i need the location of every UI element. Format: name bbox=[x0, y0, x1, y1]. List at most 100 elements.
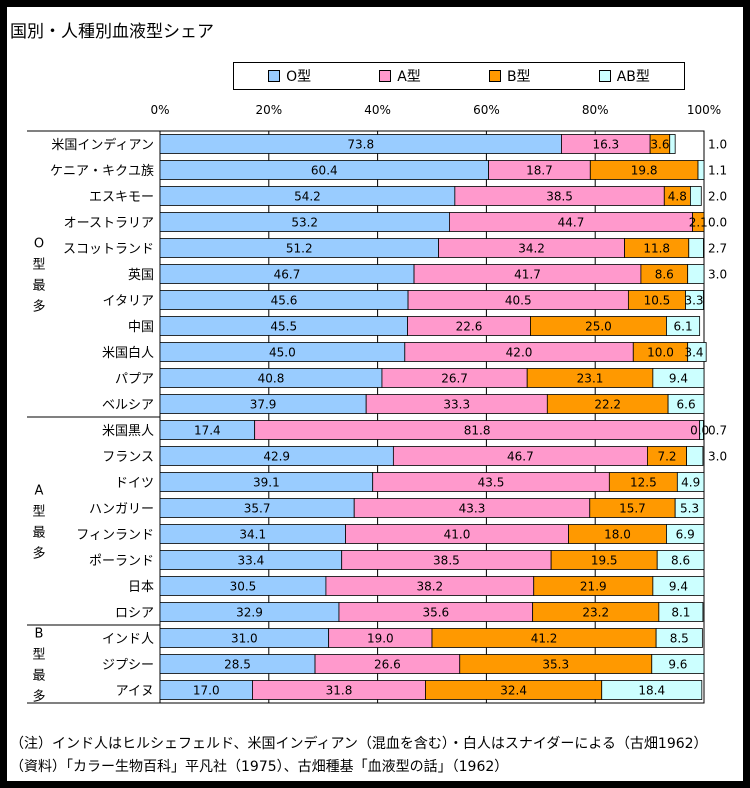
legend-swatch-b bbox=[488, 70, 501, 82]
data-label: 34.1 bbox=[239, 528, 266, 542]
legend-swatch-o bbox=[268, 70, 281, 82]
data-label: 3.0 bbox=[708, 268, 727, 282]
x-tick-label: 100% bbox=[687, 103, 721, 117]
data-label: 8.6 bbox=[671, 554, 690, 568]
bar-segment bbox=[655, 628, 703, 648]
data-label: 31.8 bbox=[326, 684, 353, 698]
category-label: フィンランド bbox=[76, 528, 154, 543]
legend-label-b: B型 bbox=[506, 69, 531, 85]
source-text: （資料）「カラー生物百科」平凡社（1975）、古畑種基「血液型の話」（1962） bbox=[10, 759, 509, 775]
data-label: 8.5 bbox=[670, 632, 689, 646]
category-label: エスキモー bbox=[89, 190, 154, 205]
bar-segment bbox=[658, 602, 704, 622]
bar-segment bbox=[652, 576, 705, 596]
data-label: 35.6 bbox=[422, 606, 449, 620]
group-label: O 型最多 bbox=[32, 237, 45, 315]
data-label: 45.6 bbox=[271, 294, 298, 308]
category-label: 英国 bbox=[128, 268, 154, 283]
group-label: B 型最多 bbox=[32, 627, 45, 705]
bar-segment bbox=[692, 212, 705, 232]
x-tick-label: 40% bbox=[364, 103, 391, 117]
bar-segment bbox=[666, 524, 705, 544]
data-label: 18.7 bbox=[526, 164, 553, 178]
category-label: アイヌ bbox=[116, 684, 154, 699]
data-label: 19.5 bbox=[591, 554, 618, 568]
data-label: 38.2 bbox=[416, 580, 443, 594]
legend-label-ab: AB型 bbox=[616, 69, 650, 85]
bar-segment bbox=[690, 186, 702, 206]
data-label: 26.6 bbox=[374, 658, 401, 672]
data-label: 17.4 bbox=[194, 424, 221, 438]
data-label: 46.7 bbox=[507, 450, 534, 464]
bar-segment bbox=[697, 160, 705, 180]
bar-segment bbox=[685, 290, 704, 310]
data-label: 7.2 bbox=[657, 450, 676, 464]
category-label: イタリア bbox=[103, 294, 154, 309]
x-tick-label: 80% bbox=[582, 103, 609, 117]
data-label: 34.2 bbox=[518, 242, 545, 256]
data-label: 17.0 bbox=[193, 684, 220, 698]
legend: O型 A型 B型 AB型 bbox=[233, 62, 685, 90]
data-label: 5.3 bbox=[680, 502, 699, 516]
data-label: 26.7 bbox=[441, 372, 468, 386]
data-label: 33.3 bbox=[443, 398, 470, 412]
data-label: 1.1 bbox=[708, 164, 727, 178]
data-label: 35.7 bbox=[244, 502, 271, 516]
data-label: 9.4 bbox=[669, 580, 688, 594]
data-label: 41.7 bbox=[514, 268, 541, 282]
data-label: 0.0 bbox=[708, 216, 727, 230]
legend-item-ab: AB型 bbox=[598, 66, 650, 86]
data-label: 40.5 bbox=[505, 294, 532, 308]
data-label: 32.9 bbox=[236, 606, 263, 620]
bar-segment bbox=[687, 264, 705, 284]
data-label: 46.7 bbox=[274, 268, 301, 282]
data-label: 6.9 bbox=[676, 528, 695, 542]
category-label: ベルシア bbox=[102, 398, 154, 413]
category-label: フランス bbox=[102, 450, 154, 465]
data-label: 22.6 bbox=[456, 320, 483, 334]
data-label: 8.6 bbox=[655, 268, 674, 282]
category-label: 米国インディアン bbox=[51, 137, 154, 153]
category-label: オーストラリア bbox=[64, 216, 154, 231]
bar-segment bbox=[686, 446, 704, 466]
data-label: 16.3 bbox=[592, 138, 619, 152]
data-label: 41.2 bbox=[531, 632, 558, 646]
data-label: 31.0 bbox=[231, 632, 258, 646]
data-label: 23.2 bbox=[582, 606, 609, 620]
category-label: ジプシー bbox=[102, 658, 154, 673]
category-label: 米国白人 bbox=[102, 345, 154, 361]
data-label: 18.4 bbox=[638, 684, 665, 698]
data-label: 8.1 bbox=[671, 606, 690, 620]
note-text: （注）インド人はヒルシェフェルド、米国インディアン（混血を含む）・白人はスナイダ… bbox=[10, 736, 708, 752]
data-label: 12.5 bbox=[630, 476, 657, 490]
data-label: 60.4 bbox=[311, 164, 338, 178]
data-label: 2.0 bbox=[708, 190, 727, 204]
bar-segment bbox=[651, 654, 705, 674]
x-tick-label: 60% bbox=[473, 103, 500, 117]
bar-segment bbox=[699, 420, 704, 440]
data-label: 2.7 bbox=[708, 242, 727, 256]
data-label: 43.5 bbox=[478, 476, 505, 490]
category-label: ケニア・キクユ族 bbox=[50, 163, 154, 179]
bar-segment bbox=[667, 394, 705, 414]
chart-title: 国別・人種別血液型シェア bbox=[10, 22, 214, 42]
data-label: 54.2 bbox=[294, 190, 321, 204]
data-label: 18.0 bbox=[604, 528, 631, 542]
category-label: 日本 bbox=[128, 580, 154, 595]
bar-segment bbox=[652, 368, 705, 388]
data-label: 2.1 bbox=[689, 216, 708, 230]
data-label: 3.6 bbox=[650, 138, 669, 152]
data-label: 4.8 bbox=[668, 190, 687, 204]
data-label: 4.9 bbox=[681, 476, 700, 490]
group-label: A 型最多 bbox=[32, 484, 45, 562]
data-label: 9.6 bbox=[668, 658, 687, 672]
data-label: 10.5 bbox=[644, 294, 671, 308]
data-label: 6.6 bbox=[677, 398, 696, 412]
category-label: ロシア bbox=[115, 606, 154, 621]
data-label: 23.1 bbox=[577, 372, 604, 386]
category-label: ハンガリー bbox=[89, 502, 154, 517]
data-label: 25.0 bbox=[585, 320, 612, 334]
legend-item-b: B型 bbox=[488, 66, 531, 86]
data-label: 43.3 bbox=[459, 502, 486, 516]
